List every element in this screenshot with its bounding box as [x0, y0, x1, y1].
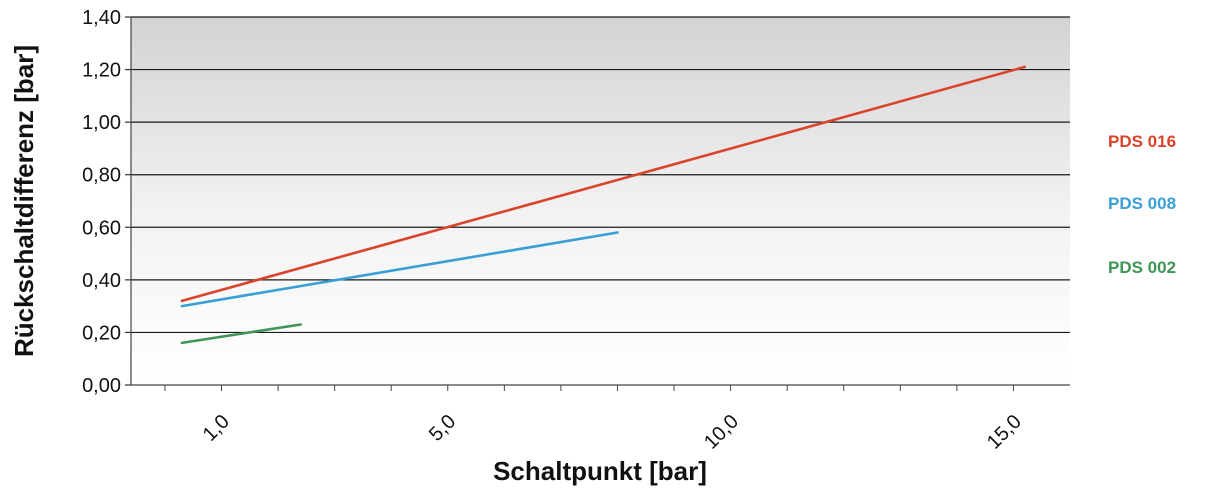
y-tick-label: 1,40: [82, 7, 121, 29]
y-tick-label: 0,20: [82, 322, 121, 344]
x-axis-title: Schaltpunkt [bar]: [493, 456, 707, 486]
x-tick-label: 10,0: [700, 411, 743, 454]
x-tick-label: 1,0: [199, 411, 234, 446]
series-line-pds-002: [180, 323, 303, 345]
series-line-pds-016: [180, 65, 1026, 303]
series-lines: [180, 65, 1026, 345]
legend-entry: PDS 016: [1108, 132, 1176, 151]
y-tick-label: 0,00: [82, 375, 121, 397]
x-tick-label: 15,0: [983, 411, 1026, 454]
y-tick-label: 1,00: [82, 112, 121, 134]
series-line-pds-008: [180, 231, 619, 308]
legend: PDS 016 PDS 008 PDS 002: [1108, 132, 1176, 277]
x-tick-label: 5,0: [425, 411, 460, 446]
plot-area-background: [131, 17, 1070, 385]
y-tick-label: 0,40: [82, 270, 121, 292]
y-axis-title: Rückschaltdifferenz [bar]: [9, 45, 39, 357]
y-tick-label: 0,60: [82, 217, 121, 239]
y-tick-label: 1,20: [82, 60, 121, 82]
legend-entry: PDS 008: [1108, 194, 1176, 213]
axes: 0,00 0,20 0,40 0,60 0,80 1,00 1,20 1,40 1,0 5,0 10…: [82, 7, 1070, 454]
y-tick-label: 0,80: [82, 165, 121, 187]
grid: [131, 16, 1070, 334]
legend-entry: PDS 002: [1108, 258, 1176, 277]
